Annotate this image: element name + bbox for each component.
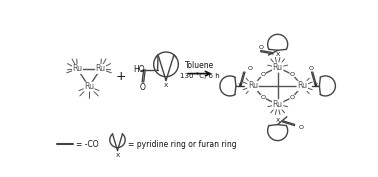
Text: O: O	[290, 72, 295, 77]
Text: Ru: Ru	[248, 81, 258, 90]
Text: O: O	[298, 125, 303, 130]
Text: X: X	[313, 83, 318, 88]
Text: Ru: Ru	[84, 82, 94, 91]
Text: X: X	[238, 83, 242, 88]
Text: X: X	[164, 83, 168, 88]
Text: = pyridine ring or furan ring: = pyridine ring or furan ring	[127, 140, 236, 149]
Text: O: O	[258, 45, 263, 50]
Text: Ru: Ru	[96, 64, 105, 73]
Text: = -CO: = -CO	[76, 140, 99, 149]
Text: X: X	[276, 52, 280, 57]
Text: X: X	[276, 118, 280, 123]
Text: O: O	[248, 67, 253, 72]
Text: O: O	[260, 72, 265, 77]
Text: O: O	[260, 95, 265, 100]
Text: Ru: Ru	[73, 64, 82, 73]
Text: O: O	[140, 83, 146, 92]
Text: Toluene: Toluene	[185, 61, 214, 70]
Text: Ru: Ru	[297, 81, 307, 90]
Text: X: X	[115, 153, 119, 158]
Text: Ru: Ru	[273, 63, 283, 72]
Text: +: +	[116, 70, 127, 83]
Text: O: O	[290, 95, 295, 100]
Text: HO: HO	[133, 65, 144, 74]
Text: O: O	[309, 67, 314, 72]
Text: Ru: Ru	[273, 100, 283, 109]
Text: 130 °C, 6 h: 130 °C, 6 h	[180, 73, 220, 79]
